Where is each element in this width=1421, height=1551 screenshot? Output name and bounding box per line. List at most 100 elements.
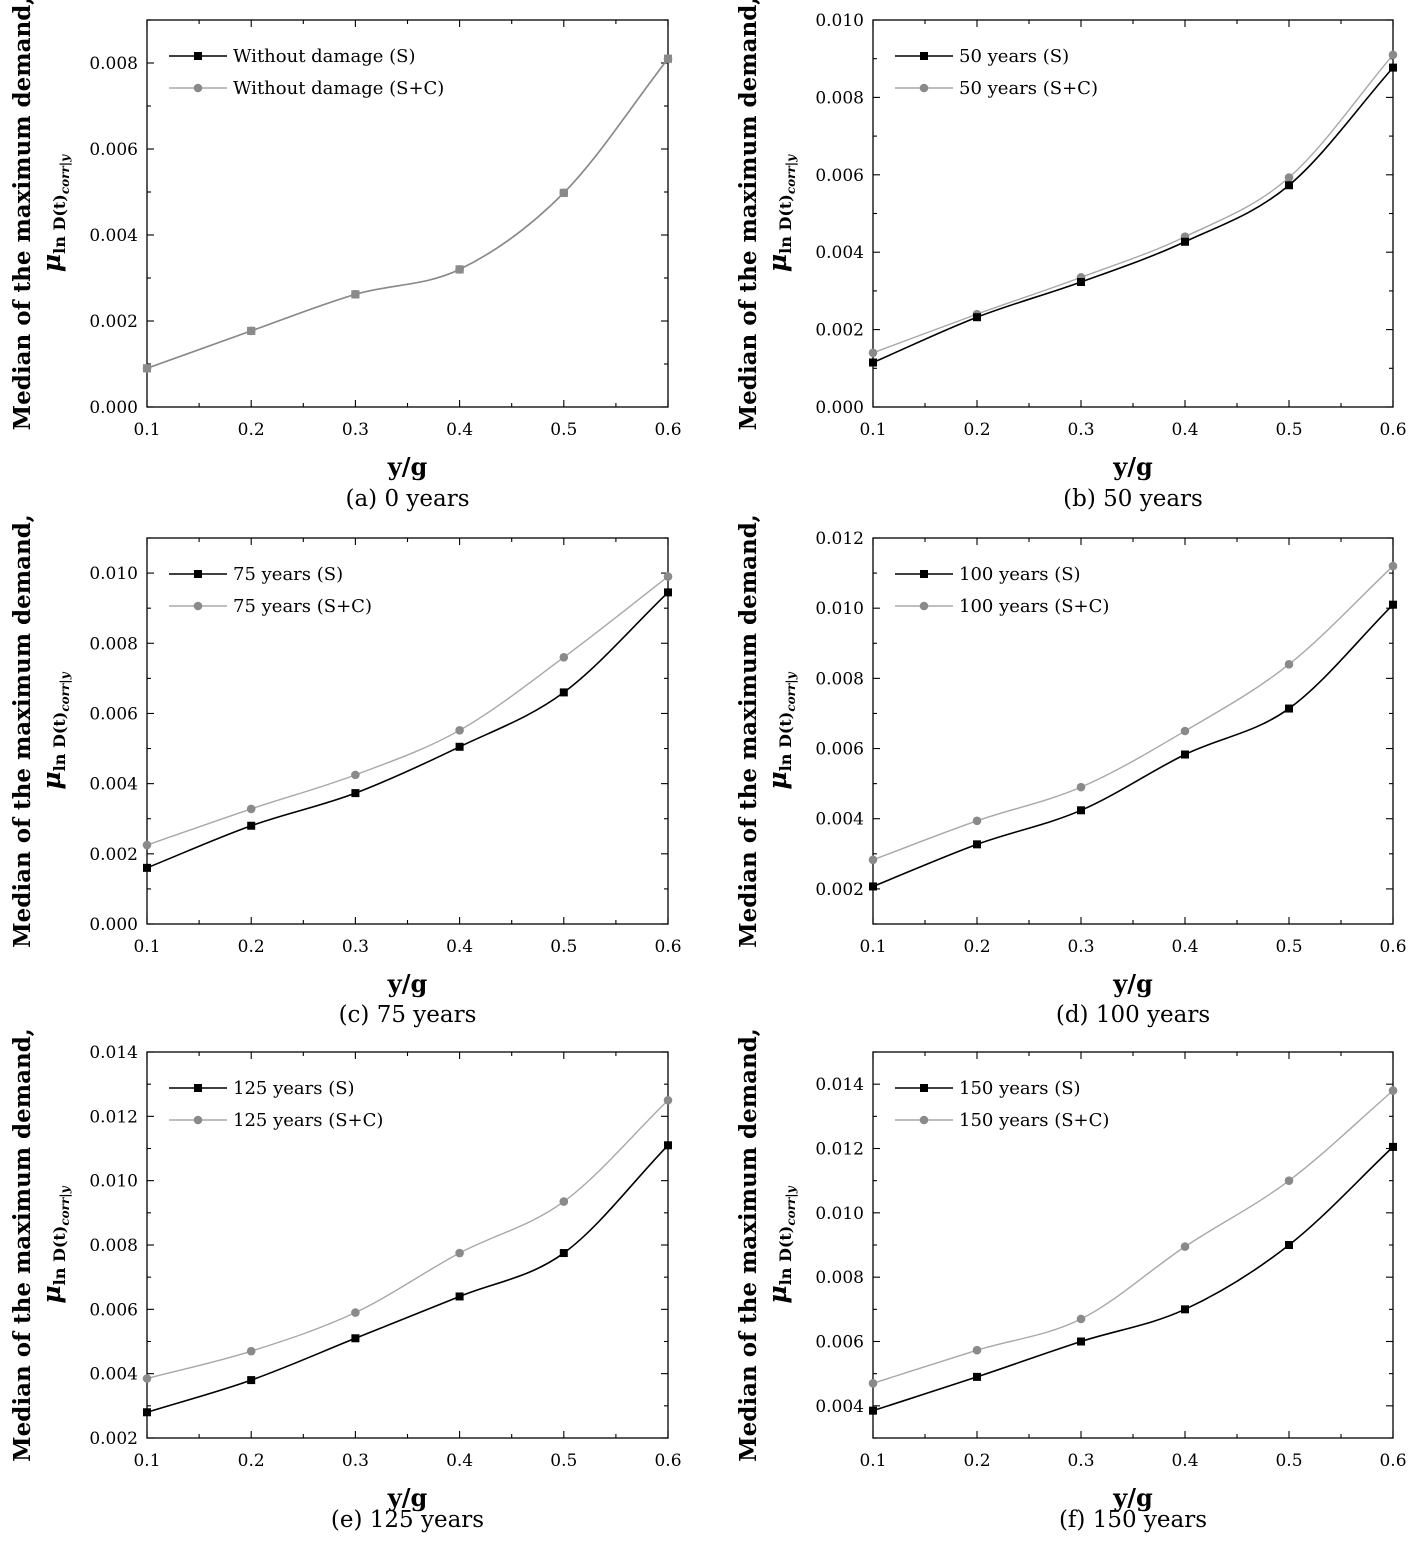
legend: 150 years (S) 150 years (S+C) (895, 1078, 1109, 1131)
data-point (1285, 181, 1293, 190)
legend-marker-s-plus-c (193, 1115, 203, 1125)
x-tick-label: 0.5 (1275, 420, 1302, 440)
y-tick-label: 0.010 (815, 599, 864, 619)
data-point (1389, 1142, 1397, 1151)
legend-label-s-plus-c: 75 years (S+C) (233, 596, 372, 617)
x-tick-label: 0.3 (1067, 1451, 1094, 1471)
data-point (351, 770, 360, 780)
chart-panel-b: 0.1 0.2 0.3 0.4 0.5 0.6 0.000 0.002 0.004 0.006 0.… (735, 0, 1407, 512)
series-s-plus-c (868, 1086, 1398, 1388)
x-tick-label: 0.3 (342, 420, 369, 440)
data-point (455, 1248, 464, 1258)
legend: Without damage (S) Without damage (S+C) (169, 46, 444, 99)
legend: 50 years (S) 50 years (S+C) (895, 46, 1098, 99)
y-tick-label: 0.006 (89, 704, 138, 724)
y-tick-label: 0.000 (815, 398, 864, 418)
y-tick-label: 0.006 (815, 740, 864, 760)
data-point (142, 1374, 152, 1383)
x-tick-label: 0.4 (1171, 1451, 1198, 1471)
x-tick-label: 0.1 (133, 420, 160, 440)
x-tick-label: 0.5 (1275, 937, 1302, 957)
y-tick-label: 0.006 (89, 140, 138, 160)
y-axis-label-mu: μ (37, 771, 66, 789)
y-tick-label: 0.002 (815, 880, 864, 900)
data-point (143, 364, 151, 373)
y-axis-label-line2: μln D(t)corr|y (37, 154, 72, 272)
data-point (1285, 704, 1293, 713)
y-axis-label: Median of the maximum demand, μln D(t)cor… (735, 514, 798, 948)
series-s-plus-c (868, 561, 1398, 865)
x-tick-label: 0.5 (1275, 1451, 1302, 1471)
plot-frame (146, 1051, 669, 1439)
series-s-plus-c (142, 1095, 673, 1383)
x-tick-label: 0.4 (446, 420, 473, 440)
x-tick-label: 0.2 (238, 1451, 265, 1471)
legend-marker-s-plus-c (193, 601, 203, 611)
y-axis-label-subsub: corr|y (784, 671, 798, 711)
x-tick-label: 0.6 (1379, 937, 1406, 957)
legend-label-s: 75 years (S) (233, 564, 343, 585)
data-point (1388, 50, 1398, 60)
legend-marker-s-plus-c (919, 601, 929, 611)
data-point (664, 588, 672, 597)
x-tick-label: 0.2 (963, 1451, 990, 1471)
y-axis-label: Median of the maximum demand, μln D(t)cor… (735, 1028, 798, 1462)
plot-frame (872, 537, 1394, 925)
data-point (664, 54, 672, 63)
legend-marker-s-plus-c (919, 1115, 929, 1125)
data-point (1077, 1337, 1085, 1346)
y-axis-label-subsub: corr|y (58, 1185, 72, 1225)
series-line (146, 1144, 669, 1414)
x-axis-label: y/g (1112, 1483, 1153, 1512)
y-tick-label: 0.010 (815, 11, 864, 31)
y-axis-label-line1: Median of the maximum demand, (735, 1028, 762, 1462)
y-axis-label-line1: Median of the maximum demand, (9, 1028, 36, 1462)
y-axis-label-sub: ln D(t) (776, 712, 795, 772)
y-axis-label-mu: μ (37, 1285, 66, 1303)
y-tick-label: 0.004 (89, 775, 138, 795)
data-point (663, 1095, 673, 1105)
y-axis-label-mu: μ (763, 254, 792, 272)
legend-label-s: Without damage (S) (233, 46, 415, 67)
series-s (143, 588, 672, 872)
data-point (1180, 726, 1190, 736)
x-tick-label: 0.1 (133, 937, 160, 957)
data-point (972, 816, 982, 826)
y-axis-label: Median of the maximum demand, μln D(t)cor… (9, 514, 72, 948)
y-tick-label: 0.004 (815, 810, 864, 830)
x-tick-label: 0.4 (446, 1451, 473, 1471)
y-axis-label-line2: μln D(t)corr|y (763, 671, 798, 789)
y-axis-label-line1: Median of the maximum demand, (735, 0, 762, 430)
y-tick-label: 0.014 (815, 1075, 864, 1095)
legend-label-s: 50 years (S) (959, 46, 1069, 67)
plot-frame (872, 19, 1394, 408)
y-tick-label: 0.008 (815, 88, 864, 108)
data-point (1285, 1241, 1293, 1249)
y-tick-label: 0.008 (815, 669, 864, 689)
y-axis-label-sub: ln D(t) (50, 712, 69, 772)
data-point (559, 188, 568, 197)
y-axis-label-line1: Median of the maximum demand, (9, 0, 36, 430)
legend-label-s-plus-c: 150 years (S+C) (959, 1110, 1109, 1131)
series-line (872, 1090, 1394, 1384)
series-line (872, 604, 1394, 888)
legend-label-s-plus-c: 50 years (S+C) (959, 78, 1098, 99)
y-tick-label: 0.002 (815, 321, 864, 341)
legend-marker-s (920, 1084, 928, 1092)
series-s (869, 63, 1397, 367)
data-point (1077, 277, 1085, 286)
data-point (973, 1372, 981, 1381)
x-tick-label: 0.2 (963, 937, 990, 957)
x-tick-label: 0.4 (446, 937, 473, 957)
legend-marker-s-plus-c (193, 83, 203, 93)
x-axis-label: y/g (1112, 452, 1153, 481)
data-point (1389, 63, 1397, 72)
panel-caption: (b) 50 years (1063, 486, 1203, 512)
y-tick-label: 0.008 (89, 54, 138, 74)
data-point (559, 653, 569, 662)
y-axis-label-mu: μ (763, 1285, 792, 1303)
plot-frame (872, 1051, 1394, 1439)
legend-label-s-plus-c: 125 years (S+C) (233, 1110, 383, 1131)
panel-caption: (e) 125 years (331, 1507, 484, 1533)
